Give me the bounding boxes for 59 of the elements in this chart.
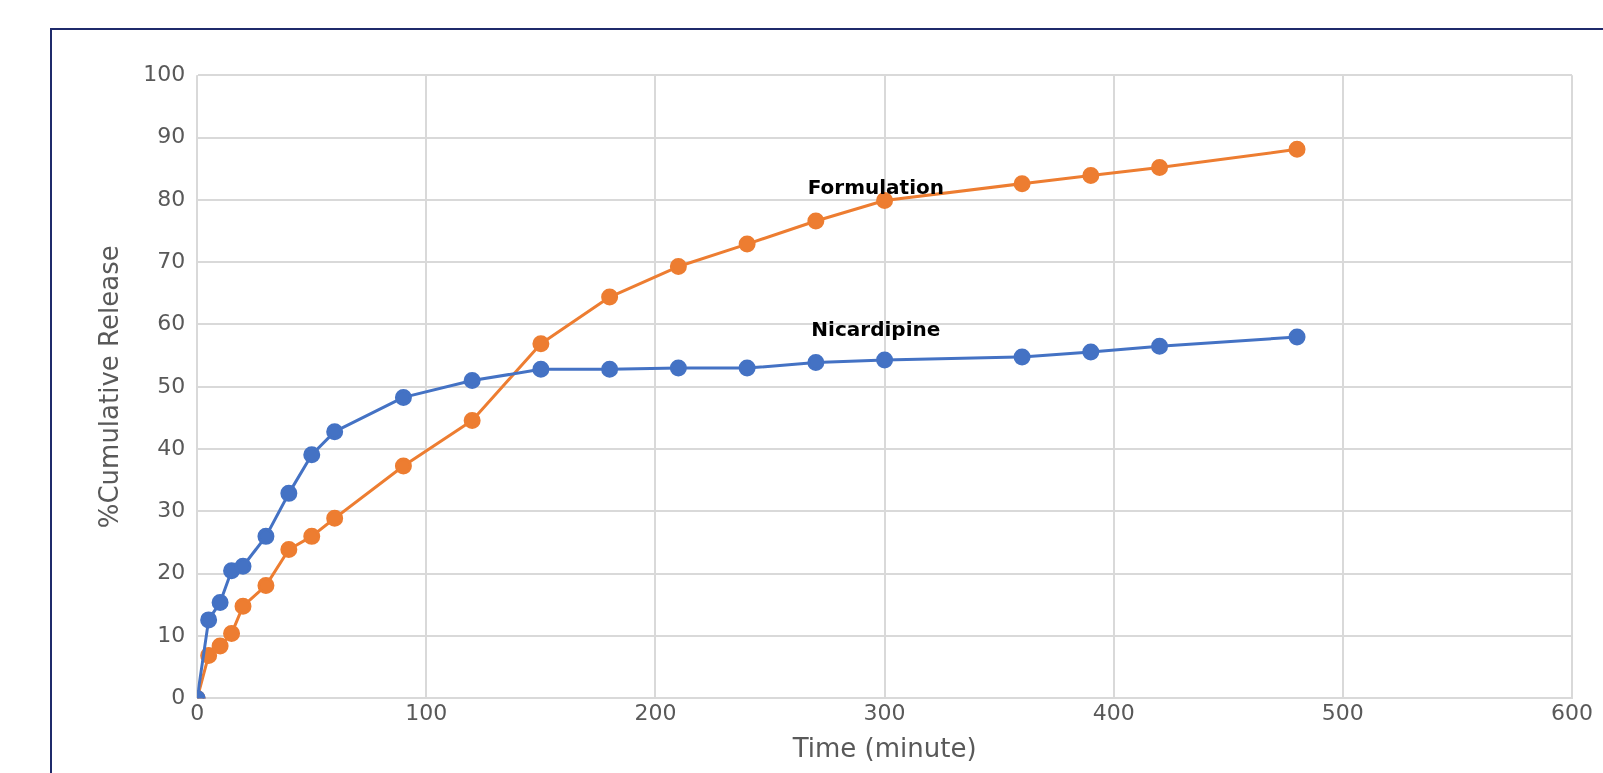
y-tick-label: 100 bbox=[143, 60, 186, 86]
y-tick-label: 70 bbox=[157, 247, 186, 273]
point bbox=[876, 351, 894, 369]
x-tick-label: 0 bbox=[190, 700, 205, 726]
point bbox=[601, 360, 619, 378]
y-tick-label: 30 bbox=[157, 497, 186, 523]
point bbox=[211, 593, 229, 611]
point bbox=[532, 360, 550, 378]
point bbox=[1082, 343, 1100, 361]
point bbox=[303, 446, 321, 464]
y-tick-label: 80 bbox=[157, 185, 186, 211]
y-tick-label: 90 bbox=[157, 123, 186, 149]
point bbox=[669, 359, 687, 377]
point bbox=[280, 484, 298, 502]
point bbox=[463, 411, 481, 429]
y-tick-label: 20 bbox=[157, 559, 186, 585]
point bbox=[326, 509, 344, 527]
x-tick-label: 200 bbox=[634, 700, 677, 726]
x-axis-title: Time (minute) bbox=[791, 733, 977, 764]
point bbox=[234, 597, 252, 615]
point bbox=[807, 212, 825, 230]
y-axis-title: %Cumulative Release bbox=[94, 245, 125, 529]
series-label: Nicardipine bbox=[811, 316, 941, 341]
point bbox=[1013, 348, 1031, 366]
point bbox=[738, 235, 756, 253]
x-tick-label: 300 bbox=[863, 700, 906, 726]
point bbox=[1151, 337, 1169, 355]
point bbox=[463, 372, 481, 390]
point bbox=[257, 527, 275, 545]
y-tick-label: 0 bbox=[171, 684, 186, 710]
point bbox=[394, 388, 412, 406]
point bbox=[807, 354, 825, 371]
point bbox=[326, 423, 344, 441]
x-tick-label: 500 bbox=[1321, 700, 1364, 726]
point bbox=[303, 527, 321, 545]
point bbox=[280, 540, 298, 558]
y-tick-label: 40 bbox=[157, 434, 186, 460]
point bbox=[394, 457, 412, 475]
point bbox=[200, 611, 218, 629]
x-tick-label: 400 bbox=[1092, 700, 1135, 726]
point bbox=[738, 359, 756, 377]
point bbox=[669, 258, 687, 276]
point bbox=[532, 335, 550, 353]
point bbox=[1288, 140, 1306, 158]
point bbox=[211, 637, 229, 655]
series-label: Formulation bbox=[807, 175, 944, 200]
point bbox=[1013, 175, 1031, 193]
y-tick-label: 10 bbox=[157, 621, 186, 647]
y-tick-label: 50 bbox=[157, 372, 186, 398]
y-tick-label: 60 bbox=[157, 310, 186, 336]
point bbox=[223, 625, 241, 643]
point bbox=[234, 557, 252, 575]
point bbox=[257, 577, 275, 595]
point bbox=[1288, 328, 1306, 346]
x-tick-label: 100 bbox=[405, 700, 448, 726]
x-tick-label: 600 bbox=[1551, 700, 1593, 726]
point bbox=[1082, 167, 1100, 185]
point bbox=[601, 288, 619, 306]
point bbox=[1151, 158, 1169, 176]
